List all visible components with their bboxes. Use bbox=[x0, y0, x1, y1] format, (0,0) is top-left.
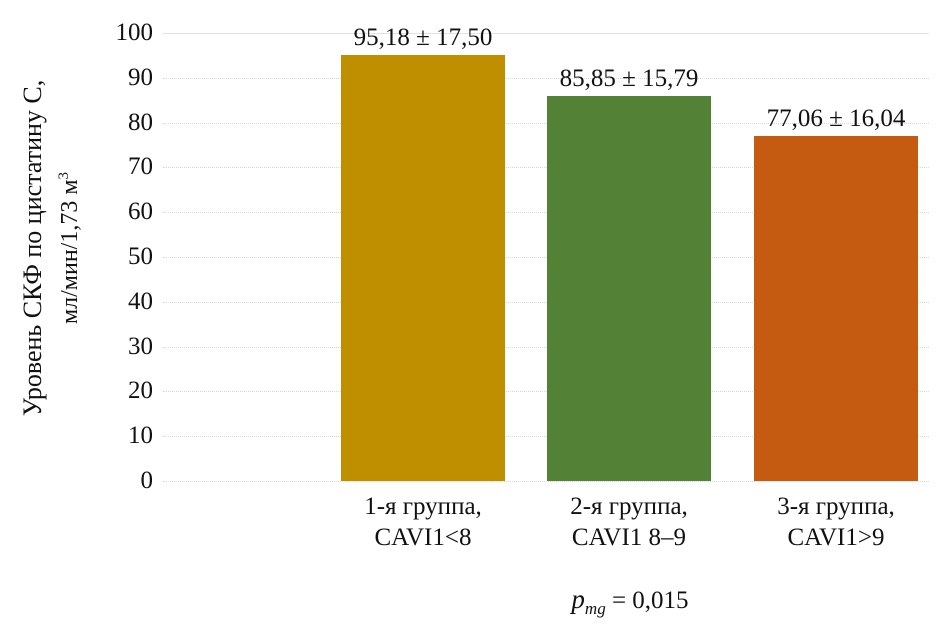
gridline bbox=[163, 78, 929, 79]
bar-group-3 bbox=[754, 136, 918, 481]
category-label-line1: 3-я группа, bbox=[777, 493, 895, 520]
category-label-line2: CAVI1<8 bbox=[374, 524, 472, 551]
gridline bbox=[163, 212, 929, 213]
category-label: 2-я группа, CAVI1 8–9 bbox=[514, 491, 744, 553]
gridline bbox=[163, 347, 929, 348]
y-tick-label: 50 bbox=[128, 243, 153, 270]
y-tick-label: 60 bbox=[128, 198, 153, 225]
y-tick-label: 30 bbox=[128, 333, 153, 360]
p-symbol: p bbox=[571, 584, 585, 614]
p-value-text: = 0,015 bbox=[605, 587, 689, 614]
category-label-line1: 2-я группа, bbox=[570, 493, 688, 520]
bar-group-1 bbox=[341, 55, 505, 481]
p-value-annotation: pmg = 0,015 bbox=[460, 582, 800, 626]
y-axis-title-line1: Уровень СКФ по цистатину С, bbox=[18, 79, 47, 417]
bar-group-2 bbox=[547, 96, 711, 481]
bar-value-label: 85,85 ± 15,79 bbox=[559, 65, 699, 92]
category-label-line2: CAVI1 8–9 bbox=[571, 524, 687, 551]
gridline bbox=[163, 391, 929, 392]
y-tick-label: 20 bbox=[128, 377, 153, 404]
gridline bbox=[163, 257, 929, 258]
y-tick-label: 10 bbox=[128, 422, 153, 449]
y-tick-label: 100 bbox=[115, 19, 154, 46]
gridline bbox=[163, 302, 929, 303]
y-tick-label: 0 bbox=[140, 467, 154, 494]
gridline bbox=[163, 436, 929, 437]
p-subscript: mg bbox=[584, 599, 606, 618]
bar-value-label: 95,18 ± 17,50 bbox=[353, 24, 493, 51]
y-tick-label: 70 bbox=[128, 153, 153, 180]
y-tick-label: 80 bbox=[128, 109, 153, 136]
category-label: 3-я группа, CAVI1>9 bbox=[721, 491, 950, 553]
category-label-line1: 1-я группа, bbox=[364, 493, 482, 520]
gridline bbox=[163, 167, 929, 168]
gridline bbox=[163, 33, 929, 34]
y-tick-label: 40 bbox=[128, 288, 153, 315]
y-tick-label: 90 bbox=[128, 64, 153, 91]
bar-value-label: 77,06 ± 16,04 bbox=[766, 105, 906, 132]
category-label: 1-я группа, CAVI1<8 bbox=[308, 491, 538, 553]
gridline bbox=[163, 481, 929, 482]
gridline bbox=[163, 123, 929, 124]
category-label-line2: CAVI1>9 bbox=[787, 524, 885, 551]
